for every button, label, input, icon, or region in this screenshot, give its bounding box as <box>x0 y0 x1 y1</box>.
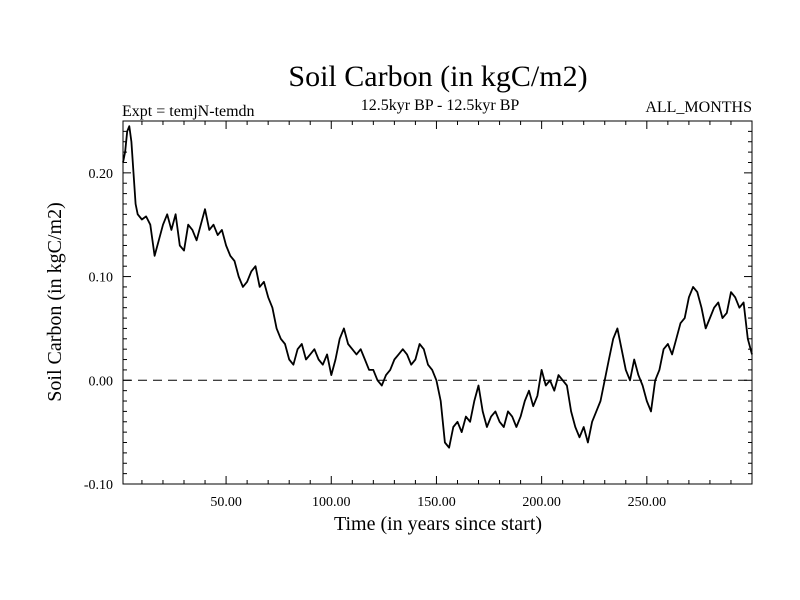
x-axis: 50.00 100.00 150.00 200.00 250.00 <box>141 121 753 510</box>
y-tick-label: 0.10 <box>89 271 114 286</box>
soil-carbon-series-line <box>122 125 753 449</box>
y-tick-label: 0.00 <box>89 374 114 389</box>
y-axis-label: Soil Carbon (in kgC/m2) <box>44 202 66 401</box>
y-tick-label: 0.20 <box>89 167 114 182</box>
months-label: ALL_MONTHS <box>645 99 752 116</box>
y-tick-label: -0.10 <box>84 478 113 493</box>
x-tick-label: 100.00 <box>312 495 351 510</box>
plot-frame <box>122 120 753 485</box>
chart-subtitle: 12.5kyr BP - 12.5kyr BP <box>361 97 520 114</box>
x-tick-label: 200.00 <box>522 495 561 510</box>
series-layer <box>122 125 753 449</box>
x-tick-label: 150.00 <box>417 495 456 510</box>
chart-title: Soil Carbon (in kgC/m2) <box>288 60 587 93</box>
x-tick-label: 250.00 <box>628 495 667 510</box>
x-axis-label: Time (in years since start) <box>334 513 542 535</box>
experiment-label: Expt = temjN-temdn <box>122 103 255 120</box>
y-axis: -0.10 0.00 0.10 0.20 <box>84 120 752 493</box>
x-tick-label: 50.00 <box>210 495 242 510</box>
